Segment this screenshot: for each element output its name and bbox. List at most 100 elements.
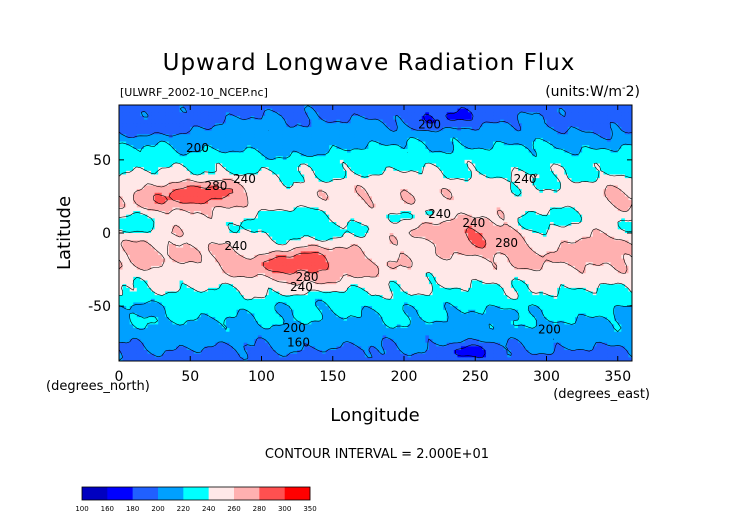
- heatmap-cell: [382, 178, 387, 183]
- heatmap-cell: [389, 148, 394, 154]
- heatmap-cell: [628, 222, 632, 227]
- heatmap-cell: [161, 229, 166, 234]
- heatmap-cell: [233, 225, 238, 230]
- heatmap-cell: [535, 167, 540, 172]
- heatmap-cell: [136, 163, 141, 168]
- heatmap-cell: [550, 181, 555, 186]
- heatmap-cell: [204, 152, 209, 157]
- heatmap-cell: [614, 207, 619, 212]
- heatmap-cell: [475, 214, 480, 219]
- heatmap-cell: [261, 178, 266, 183]
- heatmap-cell: [176, 141, 181, 146]
- heatmap-cell: [364, 196, 369, 201]
- heatmap-cell: [432, 200, 437, 205]
- heatmap-cell: [236, 222, 241, 227]
- heatmap-cell: [489, 115, 494, 121]
- heatmap-cell: [485, 196, 490, 201]
- heatmap-cell: [439, 214, 444, 219]
- heatmap-cell: [404, 159, 409, 165]
- heatmap-cell: [436, 159, 441, 165]
- heatmap-cell: [393, 174, 398, 179]
- heatmap-cell: [592, 134, 597, 139]
- heatmap-cell: [186, 174, 191, 179]
- heatmap-cell: [233, 170, 238, 175]
- heatmap-cell: [514, 225, 519, 230]
- heatmap-cell: [154, 159, 159, 165]
- heatmap-cell: [557, 225, 562, 230]
- heatmap-cell: [500, 178, 505, 183]
- heatmap-cell: [361, 148, 366, 154]
- heatmap-cell: [542, 112, 547, 117]
- heatmap-cell: [275, 148, 280, 154]
- heatmap-cell: [272, 148, 277, 154]
- heatmap-cell: [265, 112, 270, 117]
- heatmap-cell: [222, 167, 227, 172]
- heatmap-cell: [386, 137, 391, 143]
- heatmap-cell: [621, 134, 626, 139]
- heatmap-cell: [204, 137, 209, 143]
- heatmap-cell: [371, 178, 376, 183]
- heatmap-cell: [257, 115, 262, 121]
- heatmap-cell: [518, 123, 523, 128]
- heatmap-cell: [126, 211, 131, 216]
- heatmap-cell: [432, 152, 437, 157]
- heatmap-cell: [307, 148, 312, 154]
- heatmap-cell: [229, 159, 234, 165]
- heatmap-cell: [290, 163, 295, 168]
- heatmap-cell: [311, 148, 316, 154]
- heatmap-cell: [493, 211, 498, 216]
- heatmap-cell: [318, 134, 323, 139]
- heatmap-cell: [147, 145, 152, 150]
- heatmap-cell: [571, 174, 576, 179]
- heatmap-cell: [603, 178, 608, 183]
- heatmap-cell: [151, 222, 156, 227]
- heatmap-cell: [553, 170, 558, 175]
- heatmap-cell: [571, 178, 576, 183]
- heatmap-cell: [464, 156, 469, 161]
- heatmap-cell: [446, 152, 451, 157]
- heatmap-cell: [183, 159, 188, 165]
- heatmap-cell: [461, 207, 466, 212]
- heatmap-cell: [421, 222, 426, 227]
- heatmap-cell: [143, 126, 148, 132]
- heatmap-cell: [436, 196, 441, 201]
- heatmap-cell: [571, 203, 576, 208]
- heatmap-cell: [304, 200, 309, 205]
- heatmap-cell: [357, 203, 362, 208]
- heatmap-cell: [307, 214, 312, 219]
- heatmap-cell: [165, 156, 170, 161]
- heatmap-cell: [464, 189, 469, 194]
- heatmap-cell: [204, 192, 209, 197]
- heatmap-cell: [407, 159, 412, 165]
- heatmap-cell: [407, 181, 412, 186]
- heatmap-cell: [279, 137, 284, 143]
- heatmap-cell: [535, 207, 540, 212]
- heatmap-cell: [322, 123, 327, 128]
- heatmap-cell: [475, 211, 480, 216]
- heatmap-cell: [158, 170, 163, 175]
- heatmap-cell: [596, 108, 601, 113]
- heatmap-cell: [147, 141, 152, 146]
- heatmap-cell: [279, 167, 284, 172]
- heatmap-cell: [521, 156, 526, 161]
- heatmap-cell: [361, 222, 366, 227]
- heatmap-cell: [557, 214, 562, 219]
- heatmap-cell: [400, 130, 405, 135]
- heatmap-cell: [183, 207, 188, 212]
- heatmap-cell: [575, 178, 580, 183]
- heatmap-cell: [354, 141, 359, 146]
- heatmap-cell: [542, 137, 547, 143]
- heatmap-cell: [272, 185, 277, 190]
- heatmap-cell: [172, 134, 177, 139]
- heatmap-cell: [528, 105, 533, 110]
- heatmap-cell: [599, 170, 604, 175]
- heatmap-cell: [518, 105, 523, 110]
- heatmap-cell: [396, 170, 401, 175]
- heatmap-cell: [428, 137, 433, 143]
- heatmap-cell: [133, 167, 138, 172]
- heatmap-cell: [286, 137, 291, 143]
- heatmap-cell: [432, 192, 437, 197]
- heatmap-cell: [208, 123, 213, 128]
- heatmap-cell: [318, 167, 323, 172]
- heatmap-cell: [133, 112, 138, 117]
